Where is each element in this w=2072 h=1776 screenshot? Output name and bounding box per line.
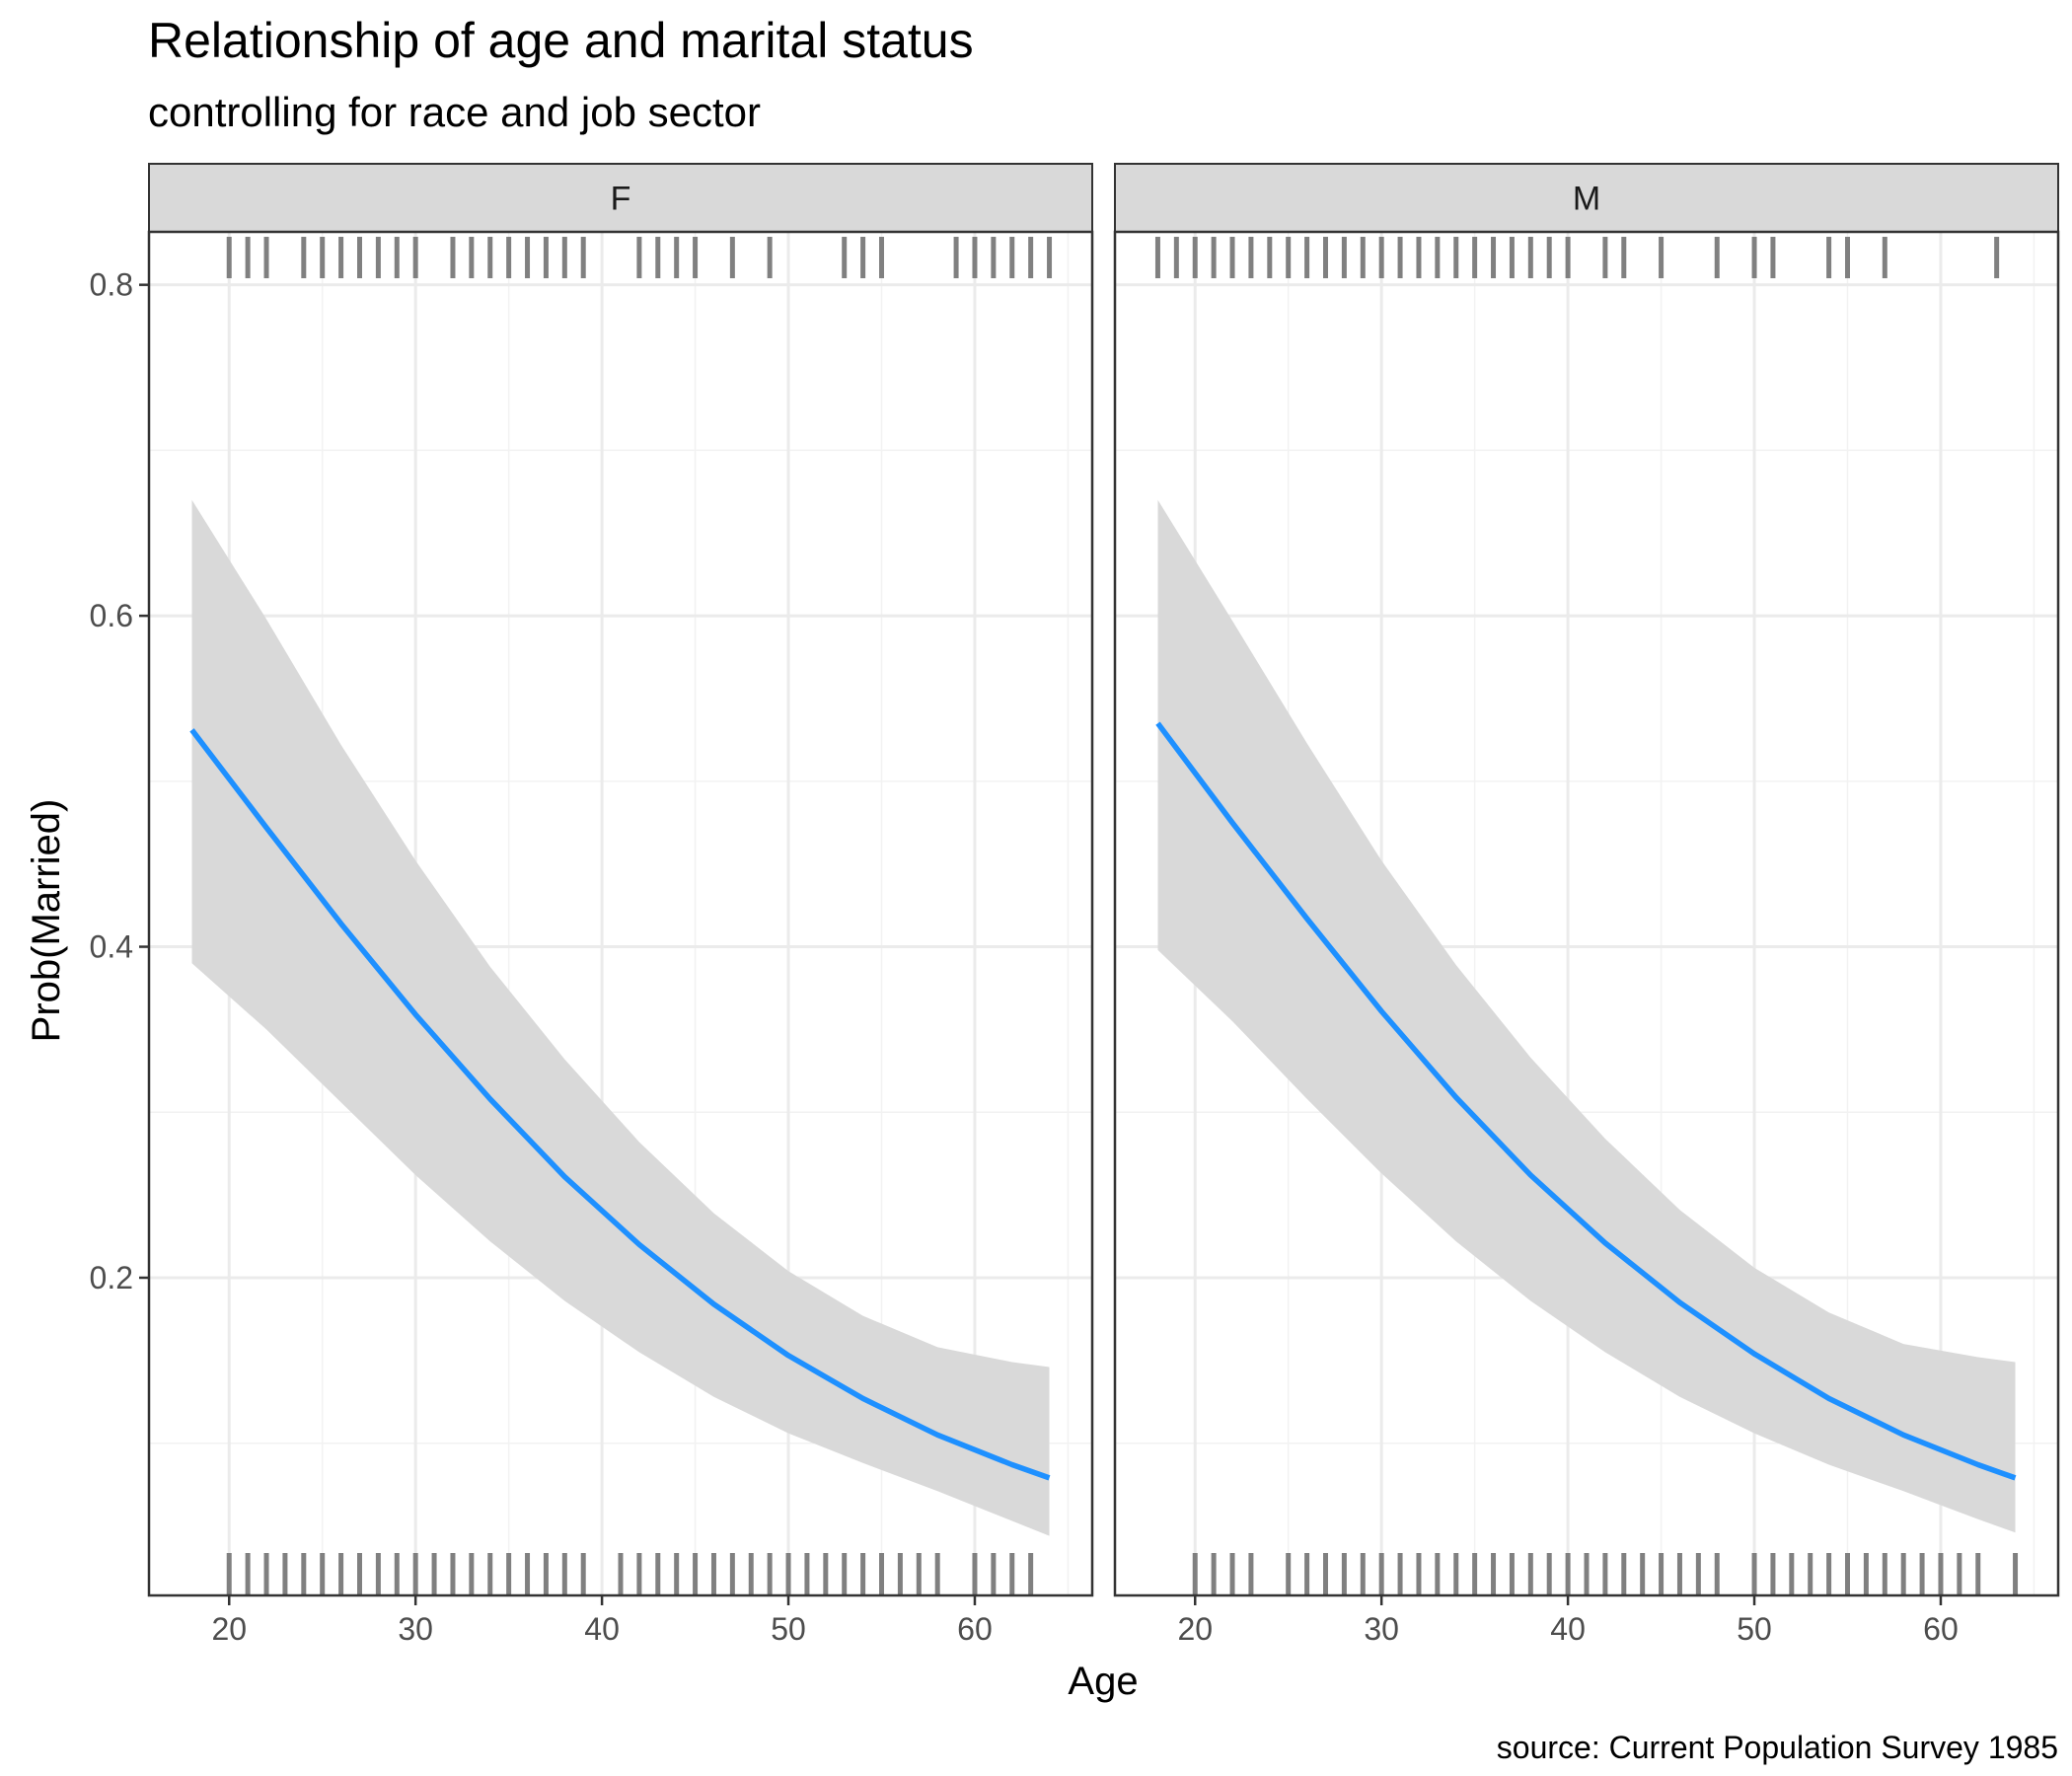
- y-tick-label: 0.4: [90, 929, 133, 965]
- y-tick-label: 0.6: [90, 598, 133, 633]
- x-tick-label: 30: [398, 1611, 433, 1647]
- y-tick-label: 0.8: [90, 267, 133, 303]
- confidence-band: [191, 499, 1050, 1536]
- panel-border: [1113, 230, 2060, 1597]
- x-tick-label: 20: [211, 1611, 247, 1647]
- x-axis-M: 20 30 40 50 60: [1177, 1595, 1959, 1647]
- y-tick-label: 0.2: [90, 1260, 133, 1295]
- x-axis-F: 20 30 40 50 60: [211, 1595, 993, 1647]
- panel-M: M: [1113, 163, 2060, 1597]
- fitted-line: [1155, 721, 2017, 1481]
- x-tick-label: 20: [1177, 1611, 1213, 1647]
- x-tick-label: 30: [1364, 1611, 1399, 1647]
- x-tick-label: 50: [1737, 1611, 1772, 1647]
- confidence-band: [1157, 499, 2016, 1533]
- facet-strip: [148, 163, 1093, 233]
- chart-title: Relationship of age and marital status: [148, 13, 974, 68]
- chart-subtitle: controlling for race and job sector: [148, 89, 761, 135]
- x-axes: 20 30 40 50 60 20 30 40 50 60: [211, 1595, 1959, 1647]
- chart-caption: source: Current Population Survey 1985: [1497, 1730, 2058, 1765]
- facet-label: M: [1573, 181, 1600, 218]
- panel-border: [147, 230, 1094, 1597]
- x-tick-label: 50: [771, 1611, 806, 1647]
- fitted-line: [189, 728, 1051, 1481]
- y-axis: 0.2 0.4 0.6 0.8: [90, 267, 149, 1295]
- rug-top: [226, 237, 1053, 278]
- rug-bottom: [226, 1553, 1034, 1594]
- facet-strip: [1114, 163, 2059, 233]
- rug-top: [1154, 237, 2000, 278]
- facet-label: F: [611, 181, 631, 218]
- x-tick-label: 60: [957, 1611, 993, 1647]
- x-tick-label: 40: [1550, 1611, 1586, 1647]
- y-axis-label: Prob(Married): [25, 799, 68, 1043]
- panel-F: F: [147, 163, 1094, 1597]
- x-tick-label: 40: [584, 1611, 620, 1647]
- rug-bottom: [1192, 1553, 2019, 1594]
- x-tick-label: 60: [1923, 1611, 1959, 1647]
- x-axis-label: Age: [1068, 1660, 1138, 1703]
- gridlines: [1115, 232, 2058, 1595]
